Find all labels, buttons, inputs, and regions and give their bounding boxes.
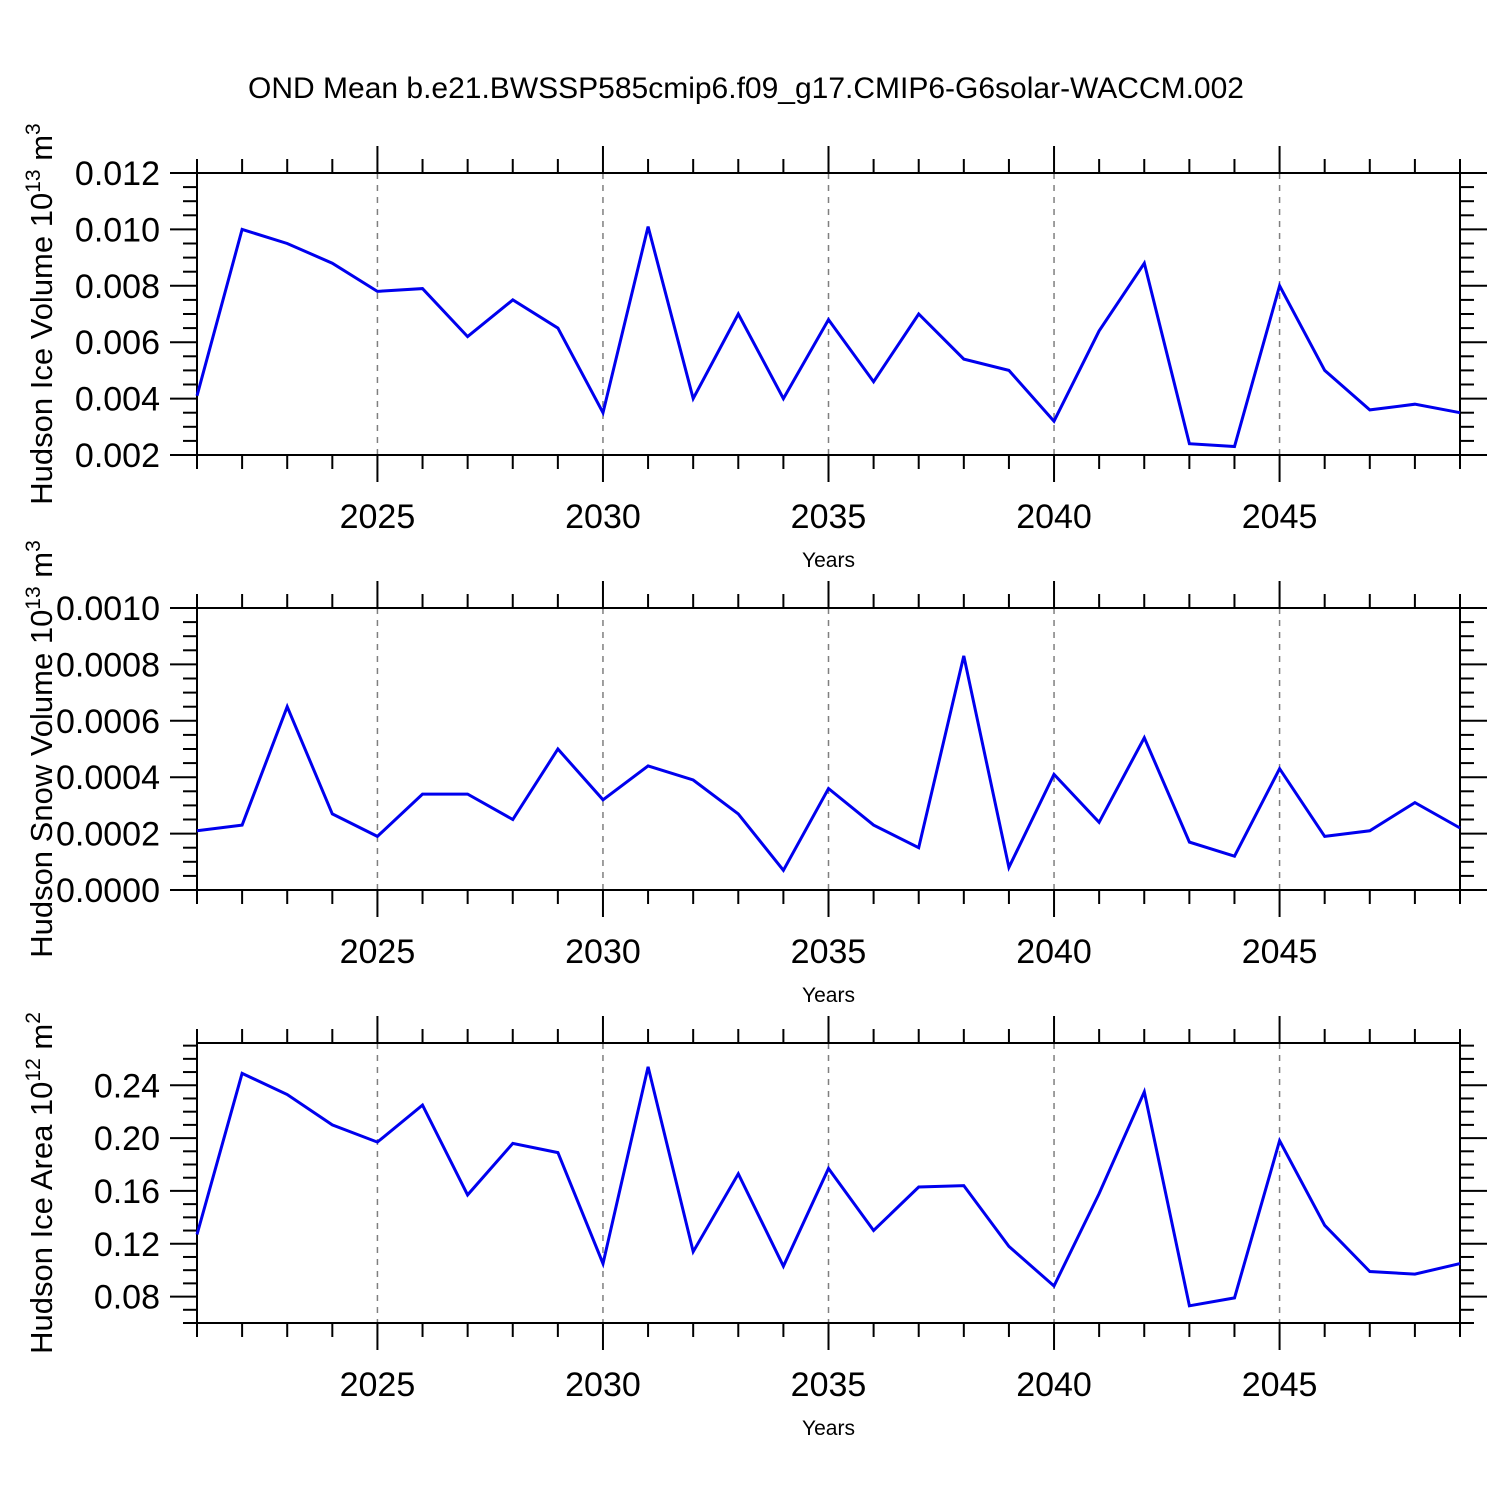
y-tick-label: 0.0000 <box>56 872 160 910</box>
x-axis-title: Years <box>802 549 855 572</box>
y-tick-label: 0.002 <box>75 437 160 475</box>
x-tick-label: 2040 <box>1016 933 1092 971</box>
x-tick-label: 2025 <box>340 1366 416 1404</box>
x-tick-label: 2035 <box>791 933 867 971</box>
y-axis-title: Hudson Ice Area 1012 m2 <box>22 1012 59 1354</box>
y-tick-label: 0.0002 <box>56 816 160 854</box>
panel-ice-volume: 0.002 0.004 0.006 0.008 0.010 0.012 2025 2030 20… <box>22 123 1487 572</box>
y-tick-label: 0.0004 <box>56 759 160 797</box>
y-tick-label: 0.0006 <box>56 703 160 741</box>
y-tick-label: 0.16 <box>94 1173 160 1211</box>
y-tick-label: 0.12 <box>94 1226 160 1264</box>
x-tick-label: 2025 <box>340 933 416 971</box>
y-tick-label: 0.012 <box>75 155 160 193</box>
y-tick-label: 0.006 <box>75 324 160 362</box>
x-tick-label: 2035 <box>791 498 867 536</box>
x-axis-title: Years <box>802 984 855 1007</box>
x-axis-title: Years <box>802 1417 855 1440</box>
y-axis-title: Hudson Ice Volume 1013 m3 <box>22 123 59 504</box>
x-tick-label: 2040 <box>1016 498 1092 536</box>
x-tick-label: 2040 <box>1016 1366 1092 1404</box>
x-tick-label: 2045 <box>1242 498 1318 536</box>
y-axis-title: Hudson Snow Volume 1013 m3 <box>22 540 59 958</box>
x-tick-label: 2045 <box>1242 933 1318 971</box>
y-tick-label: 0.0008 <box>56 646 160 684</box>
chart-title: OND Mean b.e21.BWSSP585cmip6.f09_g17.CMI… <box>248 72 1244 105</box>
x-tick-label: 2030 <box>565 1366 641 1404</box>
y-tick-label: 0.08 <box>94 1279 160 1317</box>
panel-ice-area: 0.08 0.12 0.16 0.20 0.24 2025 2030 2035 2040 2045… <box>22 1012 1487 1440</box>
y-tick-label: 0.20 <box>94 1120 160 1158</box>
y-tick-label: 0.010 <box>75 211 160 249</box>
data-line-ice-volume <box>195 226 1461 449</box>
panel-snow-volume: 0.0000 0.0002 0.0004 0.0006 0.0008 0.0010 2025… <box>22 540 1487 1007</box>
y-tick-label: 0.004 <box>75 381 160 419</box>
data-line-snow-volume <box>196 655 1461 873</box>
x-tick-label: 2045 <box>1242 1366 1318 1404</box>
plot-frame <box>196 607 1461 891</box>
x-tick-label: 2030 <box>565 498 641 536</box>
data-line-ice-area <box>195 1066 1461 1308</box>
y-tick-label: 0.24 <box>94 1067 160 1105</box>
x-tick-label: 2025 <box>340 498 416 536</box>
x-tick-label: 2030 <box>565 933 641 971</box>
y-tick-label: 0.0010 <box>56 590 160 628</box>
y-tick-label: 0.008 <box>75 268 160 306</box>
x-tick-label: 2035 <box>791 1366 867 1404</box>
